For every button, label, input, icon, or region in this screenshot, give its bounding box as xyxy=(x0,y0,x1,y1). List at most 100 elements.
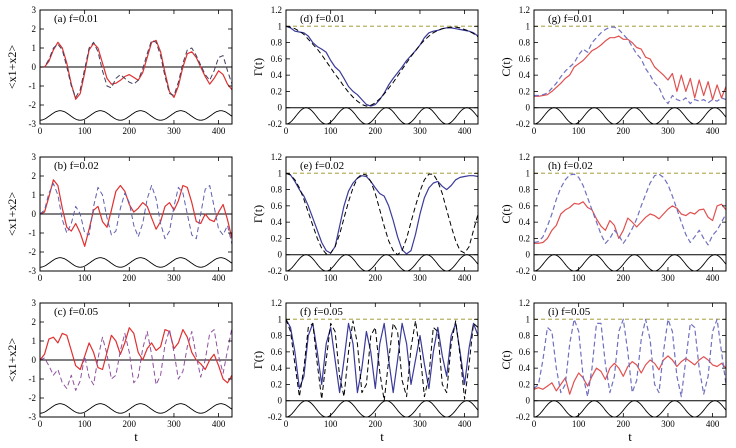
y-tick-label: -2 xyxy=(29,247,37,257)
y-tick-label: -0.2 xyxy=(268,266,282,276)
y-tick-label: 1 xyxy=(278,168,283,178)
x-tick-label: 0 xyxy=(532,273,537,283)
y-tick-label: 0.6 xyxy=(519,54,531,64)
drive-signal-line xyxy=(40,110,232,121)
panel-c: 0 100 200 300 400 -3 -2 -1 0 1 2 3 (c) f=0.05 <x1+x2>… xyxy=(5,298,233,444)
y-axis-label: <x1+x2> xyxy=(5,338,19,383)
y-tick-label: -1 xyxy=(29,228,37,238)
x-tick-label: 300 xyxy=(661,273,675,283)
panel-f: 0 100 200 300 400-0.200.20.40.60.811.2(f) f=… xyxy=(251,298,479,444)
drive-signal-line xyxy=(534,107,726,124)
y-tick-label: 0.4 xyxy=(519,70,531,80)
drive-signal-line xyxy=(534,400,726,417)
drive-signal-line xyxy=(40,257,232,268)
y-tick-label: 0.8 xyxy=(271,38,283,48)
y-axis-label: Γ(t) xyxy=(251,351,265,369)
x-tick-label: 0 xyxy=(38,126,43,136)
y-tick-label: 0 xyxy=(32,209,37,219)
panel-h: 0 100 200 300 400-0.200.20.40.60.811.2(h) f=… xyxy=(499,152,727,283)
x-tick-label: 0 xyxy=(532,419,537,429)
panel-d: 0 100 200 300 400-0.200.20.40.60.811.2(d) f=… xyxy=(251,5,479,136)
panel-label: (a) f=0.01 xyxy=(54,13,98,25)
x-tick-label: 100 xyxy=(324,419,338,429)
y-tick-label: 0.2 xyxy=(519,233,530,243)
drive-signal-line xyxy=(40,403,232,414)
x-tick-label: 300 xyxy=(661,126,675,136)
x-tick-label: 100 xyxy=(324,273,338,283)
y-tick-label: 0.4 xyxy=(519,217,531,227)
y-tick-label: -3 xyxy=(29,119,37,129)
y-axis-label: C(t) xyxy=(499,57,513,76)
series-solid-line xyxy=(534,35,726,101)
y-tick-label: 0 xyxy=(526,250,531,260)
y-tick-label: 3 xyxy=(32,5,37,15)
y-axis-label: Γ(t) xyxy=(251,58,265,76)
y-tick-label: 0 xyxy=(526,103,531,113)
x-tick-label: 400 xyxy=(706,273,720,283)
x-tick-label: 0 xyxy=(38,419,43,429)
x-tick-label: 0 xyxy=(284,419,289,429)
y-tick-label: 0.4 xyxy=(519,363,531,373)
plot-frame xyxy=(285,156,479,272)
y-tick-label: 2 xyxy=(32,171,37,181)
y-tick-label: -2 xyxy=(29,100,37,110)
y-tick-label: -3 xyxy=(29,412,37,422)
y-tick-label: 3 xyxy=(32,152,37,162)
y-tick-label: 0 xyxy=(32,355,37,365)
y-tick-label: -0.2 xyxy=(516,119,530,129)
series-solid-line xyxy=(534,201,726,244)
y-tick-label: -1 xyxy=(29,81,37,91)
y-tick-label: 0.2 xyxy=(271,379,282,389)
x-tick-label: 300 xyxy=(167,126,181,136)
x-tick-label: 400 xyxy=(212,419,226,429)
x-tick-label: 400 xyxy=(458,273,472,283)
drive-signal-line xyxy=(286,107,478,124)
y-tick-label: 0.8 xyxy=(271,185,283,195)
plot-frame xyxy=(285,9,479,125)
series-dashed-line xyxy=(40,327,232,391)
x-axis-label: t xyxy=(134,429,138,444)
plot-frame xyxy=(285,302,479,418)
panel-label: (c) f=0.05 xyxy=(54,306,99,318)
x-tick-label: 200 xyxy=(123,273,137,283)
y-axis-label: <x1+x2> xyxy=(5,192,19,237)
x-tick-label: 400 xyxy=(458,126,472,136)
y-tick-label: 0.8 xyxy=(271,331,283,341)
series-solid-line xyxy=(40,179,232,247)
x-tick-label: 300 xyxy=(413,273,427,283)
x-tick-label: 200 xyxy=(369,126,383,136)
x-tick-label: 400 xyxy=(706,419,720,429)
x-tick-label: 400 xyxy=(212,126,226,136)
y-tick-label: 0.8 xyxy=(519,331,531,341)
y-tick-label: 1.2 xyxy=(271,298,282,308)
x-tick-label: 100 xyxy=(572,126,586,136)
x-tick-label: 100 xyxy=(78,126,92,136)
x-axis-label: t xyxy=(628,429,632,444)
panel-a: 0 100 200 300 400 -3 -2 -1 0 1 2 3 (a) f=0.01 <x1+x2> xyxy=(5,5,233,136)
series-solid-line xyxy=(40,327,232,384)
y-tick-label: 0 xyxy=(278,250,283,260)
plot-frame xyxy=(533,9,727,125)
y-tick-label: 1.2 xyxy=(271,152,282,162)
x-tick-label: 400 xyxy=(706,126,720,136)
series-dashed-line xyxy=(534,26,726,105)
y-tick-label: -1 xyxy=(29,374,37,384)
x-tick-label: 400 xyxy=(458,419,472,429)
series-dashed-line xyxy=(286,319,478,402)
y-tick-label: 1 xyxy=(32,336,37,346)
panel-label: (d) f=0.01 xyxy=(300,13,345,25)
x-tick-label: 400 xyxy=(212,273,226,283)
panel-e: 0 100 200 300 400-0.200.20.40.60.811.2(e) f=… xyxy=(251,152,479,283)
panel-label: (e) f=0.02 xyxy=(300,160,344,172)
x-tick-label: 100 xyxy=(78,419,92,429)
x-tick-label: 0 xyxy=(532,126,537,136)
y-tick-label: 0.4 xyxy=(271,217,283,227)
x-tick-label: 300 xyxy=(167,419,181,429)
y-tick-label: 2 xyxy=(32,317,37,327)
y-tick-label: 1 xyxy=(526,21,531,31)
panel-i: 0 100 200 300 400-0.200.20.40.60.811.2(i) f=… xyxy=(499,298,727,444)
drive-signal-line xyxy=(286,400,478,417)
drive-signal-line xyxy=(534,254,726,271)
x-tick-label: 300 xyxy=(167,273,181,283)
